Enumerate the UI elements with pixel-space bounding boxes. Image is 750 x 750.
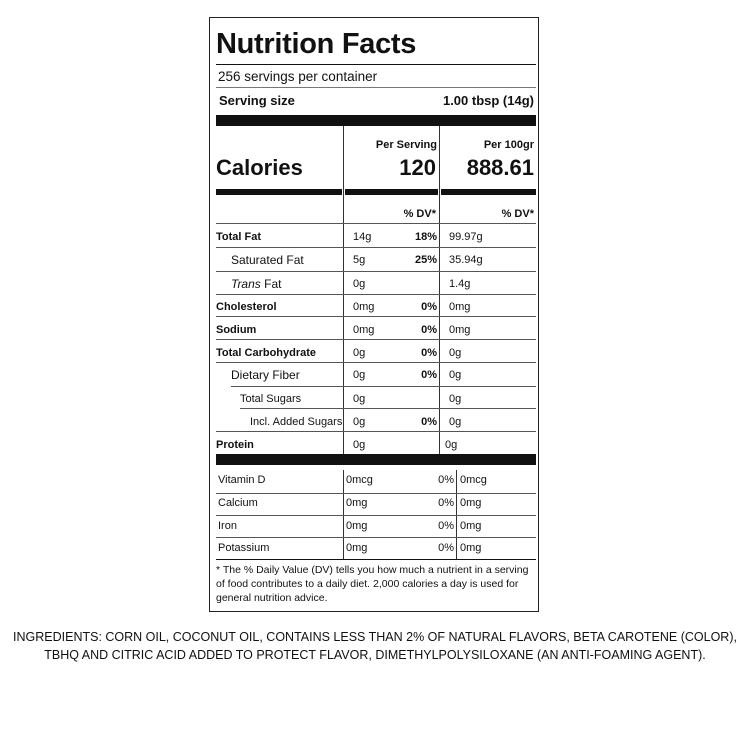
nutrient-per100: 0g <box>449 416 462 428</box>
calories-bar-1 <box>216 189 342 195</box>
vitamin-serving: 0mg <box>346 542 368 554</box>
nutrient-serving: 0mg <box>353 301 375 313</box>
vitamin-serving: 0mcg <box>346 474 373 486</box>
nutrient-dv: 0% <box>421 347 437 359</box>
ingredients-line-2: TBHQ AND CITRIC ACID ADDED TO PROTECT FL… <box>44 648 706 662</box>
nutrient-name: Total Fat <box>216 231 262 243</box>
column-divider-1 <box>343 126 344 459</box>
nutrient-serving: 0g <box>353 439 366 451</box>
nutrient-per100: 0mg <box>449 301 471 313</box>
calories-per-100: 888.61 <box>466 155 534 180</box>
dv-header-rule <box>216 223 536 224</box>
nutrient-per100: 0g <box>449 393 462 405</box>
serving-size-value: 1.00 tbsp (14g) <box>442 93 534 108</box>
serving-thick-rule <box>216 115 536 126</box>
servings-rule <box>216 87 536 88</box>
ingredients-statement: INGREDIENTS: CORN OIL, COCONUT OIL, CONT… <box>0 628 750 664</box>
nutrient-serving: 0g <box>353 393 366 405</box>
vitamin-per100: 0mg <box>460 520 482 532</box>
nutrient-dv: 0% <box>421 324 437 336</box>
servings-per-container: 256 servings per container <box>218 69 378 84</box>
row-rule <box>216 537 536 538</box>
nutrient-per100: 35.94g <box>449 254 483 266</box>
vitamins-thick-rule <box>216 454 536 465</box>
vitamin-per100: 0mcg <box>460 474 487 486</box>
nutrient-serving: 0g <box>353 416 366 428</box>
column-divider-2 <box>439 126 440 459</box>
nutrient-name: Saturated Fat <box>231 253 304 267</box>
vitamin-serving: 0mg <box>346 497 368 509</box>
nutrient-dv: 0% <box>421 301 437 313</box>
vitamin-dv: 0% <box>438 497 454 509</box>
vitamin-name: Calcium <box>218 497 258 509</box>
row-rule <box>216 362 536 363</box>
vitamin-name: Potassium <box>218 542 270 554</box>
vitamin-name: Iron <box>218 520 237 532</box>
dv-header-serving: % DV* <box>403 208 436 220</box>
nutrient-serving: 0g <box>353 369 366 381</box>
vitamin-name: Vitamin D <box>218 474 266 486</box>
nutrient-per100: 0g <box>449 347 462 359</box>
nutrient-name: Sodium <box>216 324 257 336</box>
nutrient-serving: 0g <box>353 347 366 359</box>
serving-size-label: Serving size <box>219 93 295 108</box>
trans-rest: Fat <box>260 277 282 291</box>
nutrient-dv: 25% <box>414 254 437 266</box>
vitamin-dv: 0% <box>438 520 454 532</box>
nutrient-serving: 14g <box>353 231 372 243</box>
nutrient-serving: 0g <box>353 278 366 290</box>
calories-bar-2 <box>345 189 438 195</box>
row-rule <box>216 247 536 248</box>
row-rule <box>216 515 536 516</box>
nutrient-per100: 1.4g <box>449 278 471 290</box>
footnote-rule <box>216 559 536 560</box>
nutrient-per100: 99.97g <box>449 231 483 243</box>
row-rule <box>216 316 536 317</box>
calories-bar-3 <box>441 189 536 195</box>
vitamin-per100: 0mg <box>460 497 482 509</box>
nutrient-name: Dietary Fiber <box>231 368 300 382</box>
nutrient-name: Total Sugars <box>240 393 302 405</box>
trans-italic: Trans <box>231 277 261 291</box>
nutrient-per100: 0mg <box>449 324 471 336</box>
row-rule <box>240 408 536 409</box>
per-serving-header: Per Serving <box>375 139 437 151</box>
daily-value-footnote: * The % Daily Value (DV) tells you how m… <box>216 564 529 604</box>
dv-header-100: % DV* <box>501 208 534 220</box>
row-rule <box>216 431 536 432</box>
vitamin-serving: 0mg <box>346 520 368 532</box>
vitamin-per100: 0mg <box>460 542 482 554</box>
title-rule <box>216 64 536 65</box>
label-title: Nutrition Facts <box>216 28 417 60</box>
row-rule <box>216 339 536 340</box>
calories-label: Calories <box>216 155 303 180</box>
row-rule <box>231 386 536 387</box>
nutrient-per100: 0g <box>445 439 458 451</box>
vitamin-dv: 0% <box>438 474 454 486</box>
nutrient-name: Incl. Added Sugars <box>250 416 343 428</box>
nutrient-name: Protein <box>216 439 254 451</box>
nutrient-serving: 5g <box>353 254 366 266</box>
nutrient-dv: 0% <box>421 416 437 428</box>
row-rule <box>216 294 536 295</box>
ingredients-line-1: INGREDIENTS: CORN OIL, COCONUT OIL, CONT… <box>13 630 737 644</box>
row-rule <box>216 271 536 272</box>
nutrient-name: Trans Fat <box>231 277 281 291</box>
calories-per-serving: 120 <box>399 155 436 180</box>
nutrient-name: Total Carbohydrate <box>216 347 317 359</box>
nutrient-name: Cholesterol <box>216 301 277 313</box>
row-rule <box>216 493 536 494</box>
nutrition-facts-label: Nutrition Facts 256 servings per contain… <box>209 17 539 612</box>
nutrient-dv: 0% <box>421 369 437 381</box>
nutrient-dv: 18% <box>414 231 437 243</box>
nutrient-per100: 0g <box>449 369 462 381</box>
per-100-header: Per 100gr <box>483 139 534 151</box>
vitamin-dv: 0% <box>438 542 454 554</box>
nutrient-serving: 0mg <box>353 324 375 336</box>
